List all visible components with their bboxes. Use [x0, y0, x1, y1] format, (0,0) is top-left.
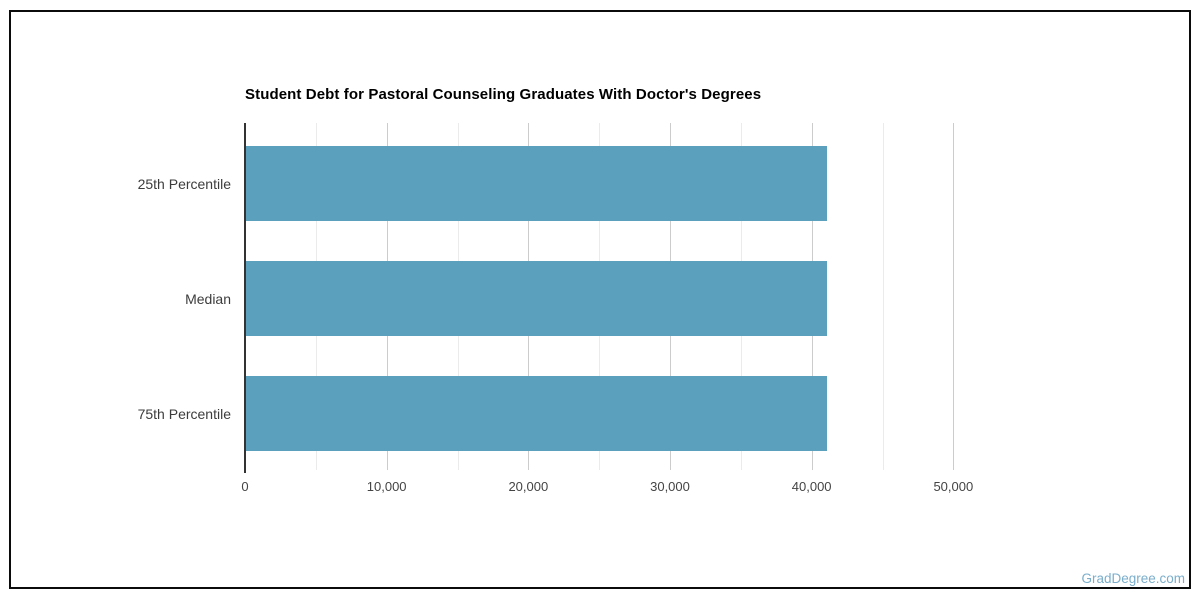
bar-median[interactable]: [246, 261, 827, 336]
category-label: 25th Percentile: [137, 175, 231, 192]
x-tick-label: 50,000: [933, 479, 974, 494]
watermark-link[interactable]: GradDegree.com: [1081, 571, 1185, 586]
chart-title: Student Debt for Pastoral Counseling Gra…: [245, 86, 762, 103]
axis-zero-line: [244, 123, 246, 473]
plot-area: [244, 123, 1010, 473]
x-tick-label: 40,000: [791, 479, 832, 494]
major-gridline: [953, 123, 955, 470]
bar-25th-percentile[interactable]: [246, 146, 827, 221]
x-tick-label: 10,000: [366, 479, 407, 494]
minor-gridline: [882, 123, 884, 470]
category-label: 75th Percentile: [137, 405, 231, 422]
x-tick-label: 30,000: [650, 479, 690, 494]
x-tick-label: 0: [241, 479, 249, 494]
bar-75th-percentile[interactable]: [246, 376, 827, 451]
category-label: Median: [185, 290, 231, 307]
x-tick-label: 20,000: [508, 479, 549, 494]
